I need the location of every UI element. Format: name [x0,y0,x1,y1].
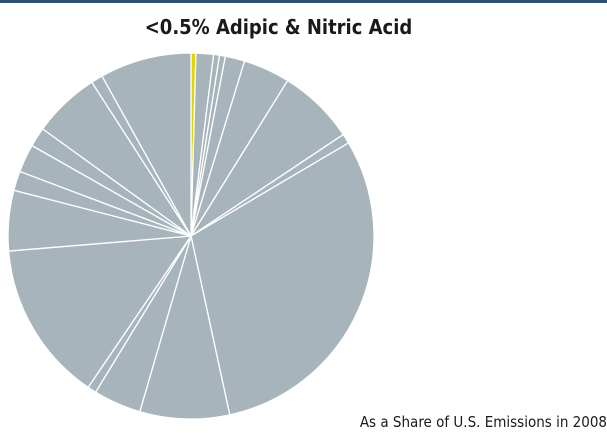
top-rule [0,0,607,3]
pie-slice [139,235,231,420]
pie-slices [7,52,375,420]
pie-slice [101,52,192,237]
pie-slice [7,235,192,388]
pie-slice [190,142,375,416]
chart-caption: As a Share of U.S. Emissions in 2008 [359,413,607,431]
chart-title: <0.5% Adipic & Nitric Acid [144,15,413,39]
